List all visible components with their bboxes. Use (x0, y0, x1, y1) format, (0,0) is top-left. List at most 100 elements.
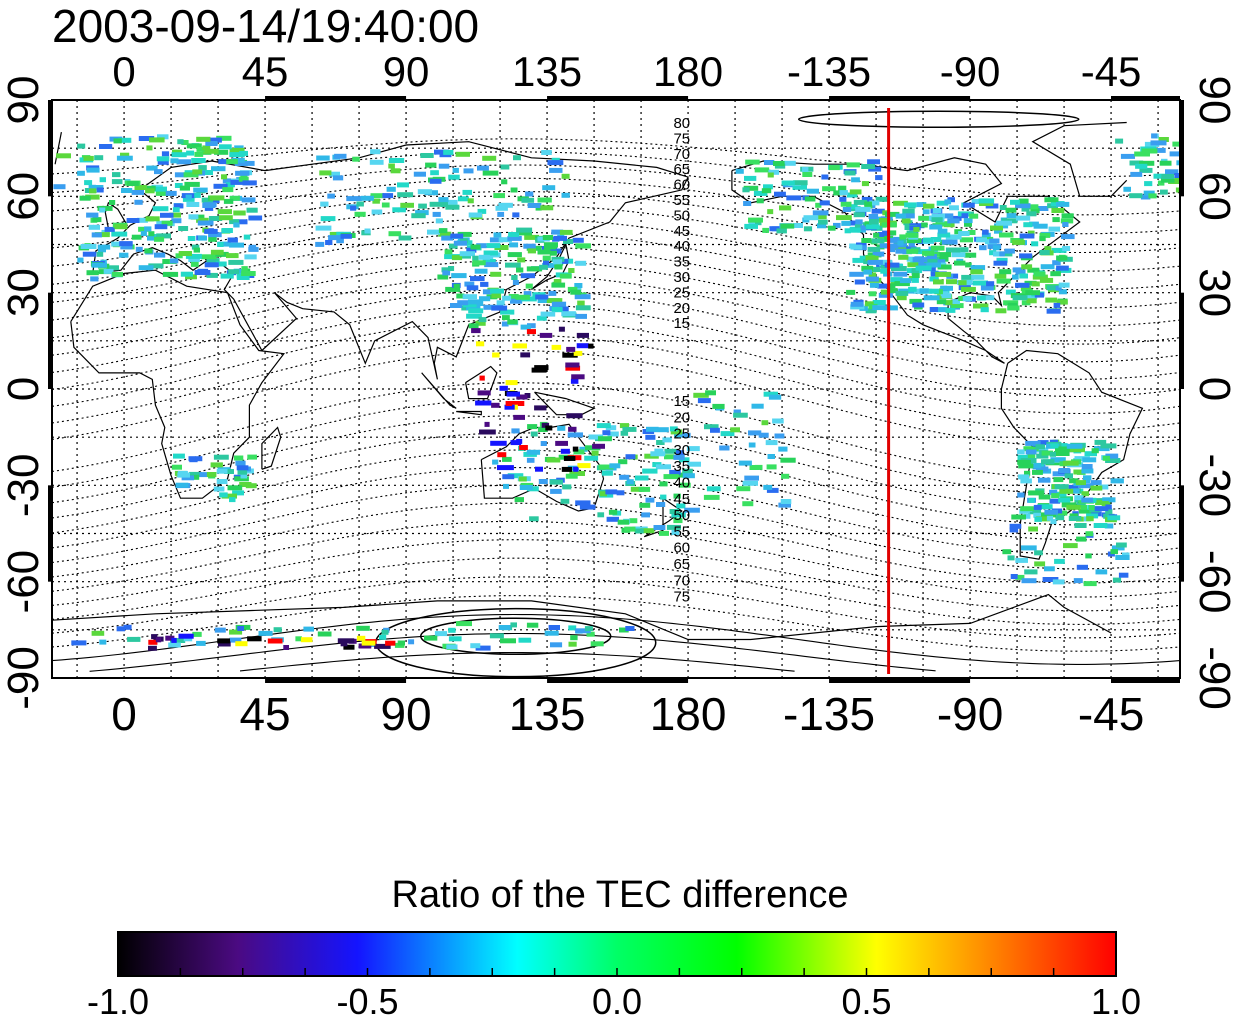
tec-cell (619, 423, 629, 429)
tec-cell (877, 283, 893, 289)
tec-cell (730, 427, 740, 433)
tec-cell (227, 485, 243, 491)
tec-cell (1050, 271, 1061, 277)
tec-cell (868, 166, 882, 172)
tec-cell (574, 283, 583, 288)
tec-cell (222, 178, 231, 184)
tec-cell (575, 313, 587, 319)
tec-cell (572, 237, 584, 243)
tec-cell (356, 625, 370, 631)
tec-cell (127, 181, 139, 186)
tec-cell (1051, 493, 1060, 499)
contour-label: 55 (673, 523, 690, 540)
tec-cell (1006, 213, 1017, 219)
tec-cell (1101, 501, 1109, 507)
tec-cell (570, 378, 579, 384)
tec-cell (1052, 217, 1060, 223)
tec-cell (980, 285, 994, 291)
tec-cell (896, 295, 907, 301)
contour-label: 65 (673, 161, 690, 178)
tec-cell (634, 528, 644, 534)
tec-cell (224, 469, 234, 474)
tec-cell (584, 626, 593, 632)
tec-cell (867, 259, 883, 265)
tec-cell (475, 645, 491, 651)
tec-cell (945, 234, 962, 240)
tec-cell (177, 139, 184, 145)
coastline (261, 426, 282, 470)
tec-cell (735, 168, 744, 174)
left-lat-label: 0 (0, 377, 48, 401)
tec-cell (381, 629, 389, 635)
tec-cell (671, 530, 680, 535)
tec-cell (852, 257, 865, 263)
tec-cell (516, 394, 528, 400)
tec-cell (207, 198, 220, 204)
tec-cell (912, 302, 925, 308)
tec-cell (761, 188, 772, 194)
tec-cell (1021, 545, 1037, 551)
tec-cell (993, 251, 1000, 257)
tec-cell (216, 479, 228, 484)
tec-cell (840, 201, 852, 207)
tec-cell (360, 195, 374, 201)
tec-cell (126, 218, 140, 223)
right-lat-label: -60 (1190, 550, 1239, 614)
tec-cell (620, 430, 629, 436)
tec-cell (1076, 564, 1088, 570)
tec-cell (749, 465, 759, 470)
tec-cell (213, 486, 225, 492)
tec-cell (906, 248, 919, 254)
tec-cell (1058, 282, 1070, 288)
tec-cell (198, 165, 207, 171)
tec-cell (568, 426, 577, 432)
tec-cell (453, 240, 467, 246)
tec-cell (712, 403, 725, 409)
tec-cell (679, 482, 691, 488)
tec-cell (630, 486, 645, 492)
contour-label: 60 (673, 540, 690, 557)
tec-cell (486, 243, 501, 249)
tec-cell (570, 635, 578, 641)
tec-cell (510, 622, 517, 628)
tec-cell (502, 315, 510, 321)
tec-cell (513, 414, 525, 420)
tec-cell (191, 158, 206, 163)
tec-cell (91, 262, 107, 268)
tec-cell (565, 365, 581, 371)
tec-cell (186, 202, 200, 207)
tec-cell (946, 279, 958, 285)
tec-cell (1157, 180, 1165, 186)
tec-cell (566, 413, 583, 419)
magnetic-latitude-contour (52, 245, 1180, 327)
tec-cell (451, 255, 463, 261)
tec-cell (1018, 463, 1034, 469)
tec-cell (247, 636, 262, 642)
tec-cell (325, 240, 333, 245)
tec-cell (1005, 289, 1016, 295)
tec-cell (551, 301, 567, 307)
tec-cell (1169, 151, 1180, 157)
tec-cell (1039, 236, 1046, 242)
tec-cell (170, 638, 186, 643)
tec-cell (340, 641, 348, 647)
tec-cell (561, 192, 570, 198)
tec-cell (1083, 475, 1092, 481)
tec-cell (538, 479, 548, 484)
tec-cell (1062, 246, 1071, 251)
tec-cell (738, 460, 752, 466)
tec-cell (720, 431, 735, 437)
contour-label: 20 (673, 300, 690, 317)
tec-cell (945, 247, 961, 253)
tec-cell (855, 219, 863, 225)
tec-cell (662, 437, 672, 443)
tec-cell (475, 400, 492, 406)
tec-cell (208, 232, 222, 238)
tec-cell (113, 138, 122, 144)
tec-cell (1053, 302, 1061, 308)
tec-cell (1033, 223, 1048, 229)
tec-cell (526, 266, 543, 272)
tec-cell (1020, 506, 1034, 512)
tec-cell (676, 503, 686, 509)
tec-cell (937, 228, 948, 234)
